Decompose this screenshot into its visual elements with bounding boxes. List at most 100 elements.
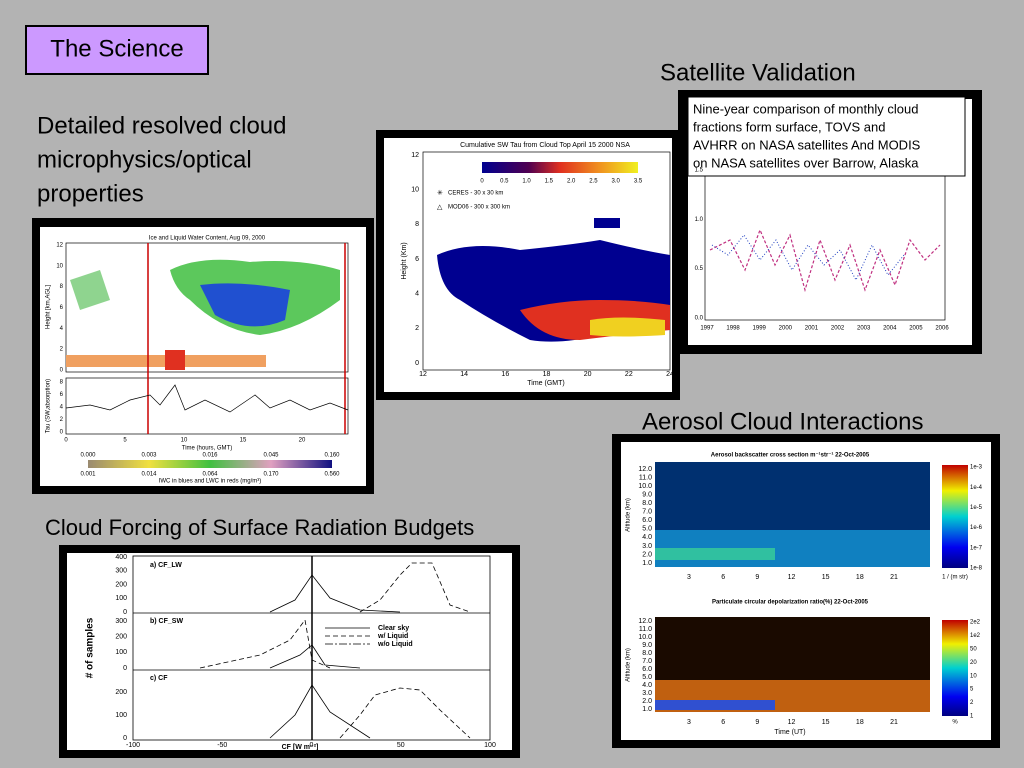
label: 16 <box>501 371 509 378</box>
label: 200 <box>115 581 127 588</box>
label: 5.0 <box>642 526 652 533</box>
label: Particulate circular depolarization rati… <box>712 600 869 606</box>
caption: Cloud Forcing of Surface Radiation Budge… <box>45 515 474 540</box>
label: 10 <box>970 673 977 679</box>
label: 24 <box>666 371 674 378</box>
label: 1.5 <box>545 179 554 185</box>
label: 1e-7 <box>970 545 983 551</box>
label: 0.001 <box>80 472 96 478</box>
label: 0.003 <box>141 453 157 459</box>
label: 3 <box>687 574 691 581</box>
label: Height [km,AGL] <box>46 285 52 329</box>
label: 0.160 <box>324 453 340 459</box>
label: 20 <box>299 438 306 444</box>
label: Height (Km) <box>401 242 408 279</box>
label: 200 <box>115 689 127 696</box>
label: Aerosol backscatter cross section m⁻¹str… <box>711 452 870 459</box>
label: 0 <box>64 438 68 444</box>
label: 1.0 <box>522 179 531 185</box>
label: 5.0 <box>642 674 652 681</box>
label: CF [W m⁻²] <box>282 744 319 751</box>
label: 1e-6 <box>970 525 983 531</box>
label: 1e2 <box>970 633 981 639</box>
label: 10.0 <box>638 483 652 490</box>
marker: △ <box>437 204 443 211</box>
label: -50 <box>217 742 227 749</box>
label: 20 <box>970 660 977 666</box>
label: 2.0 <box>642 551 652 558</box>
label: 8 <box>60 380 64 386</box>
label: Tau (SW,absorption) <box>46 379 52 433</box>
label: 2 <box>60 347 64 353</box>
label: 15 <box>822 719 830 726</box>
label: CERES - 30 x 30 km <box>448 191 503 197</box>
label: 0 <box>123 735 127 742</box>
label: 6.0 <box>642 666 652 673</box>
label: 2.0 <box>642 698 652 705</box>
label: 0.5 <box>695 266 704 272</box>
label: 0.000 <box>80 453 96 459</box>
label: 0.016 <box>202 453 218 459</box>
label: 0 <box>60 430 64 436</box>
label: 6 <box>415 256 419 263</box>
label: 50 <box>397 742 405 749</box>
label: 1.5 <box>695 168 704 174</box>
label: 18 <box>543 371 551 378</box>
label: MOD06 - 300 x 300 km <box>448 205 510 211</box>
label: 1 <box>970 714 974 720</box>
label: 2004 <box>883 326 897 332</box>
label: 11.0 <box>639 474 652 481</box>
label: 12 <box>56 243 63 249</box>
label: 2005 <box>909 326 923 332</box>
label: 4 <box>60 326 64 332</box>
caption: properties <box>37 180 144 207</box>
label: Altitude (km) <box>626 648 632 682</box>
label: 10 <box>56 263 63 269</box>
label: -100 <box>126 742 140 749</box>
label: fractions form surface, TOVS and <box>693 119 885 134</box>
label: 100 <box>115 595 127 602</box>
label: 5 <box>970 687 974 693</box>
title-box <box>25 25 209 75</box>
label: 2 <box>60 417 64 423</box>
label: 12 <box>788 574 796 581</box>
label: 1997 <box>700 326 714 332</box>
label: 12 <box>411 152 419 159</box>
label: 2003 <box>857 326 871 332</box>
label: 8 <box>415 221 419 228</box>
label: 9 <box>755 574 759 581</box>
label: 2002 <box>831 326 845 332</box>
label: 1e-3 <box>970 465 983 471</box>
label: 2e2 <box>970 620 981 626</box>
note-box <box>687 96 966 177</box>
label: 0.5 <box>500 179 509 185</box>
label: 9 <box>755 719 759 726</box>
label: 3 <box>687 719 691 726</box>
label: Time (UT) <box>774 729 805 736</box>
label: 1998 <box>726 326 740 332</box>
label: % <box>952 720 958 726</box>
label: 0 <box>480 179 484 185</box>
label: 1e-4 <box>970 485 983 491</box>
label: 2001 <box>805 326 819 332</box>
label: 0.014 <box>141 472 157 478</box>
label: 3.0 <box>612 179 621 185</box>
label: w/o Liquid <box>377 641 413 648</box>
label: 0 <box>123 609 127 616</box>
label: 14 <box>460 371 468 378</box>
label: 300 <box>115 568 127 575</box>
label: 12 <box>419 371 427 378</box>
label: 5 <box>123 438 127 444</box>
label: Cumulative SW Tau from Cloud Top April 1… <box>460 142 630 149</box>
label: 6 <box>721 574 725 581</box>
caption: microphysics/optical <box>37 146 252 173</box>
label: 9.0 <box>642 491 652 498</box>
label: 3.5 <box>634 179 643 185</box>
label: c) CF <box>150 675 168 682</box>
label: a) CF_LW <box>150 562 182 569</box>
caption: Satellite Validation <box>660 59 856 86</box>
label: 1e-8 <box>970 566 983 572</box>
label: 20 <box>584 371 592 378</box>
